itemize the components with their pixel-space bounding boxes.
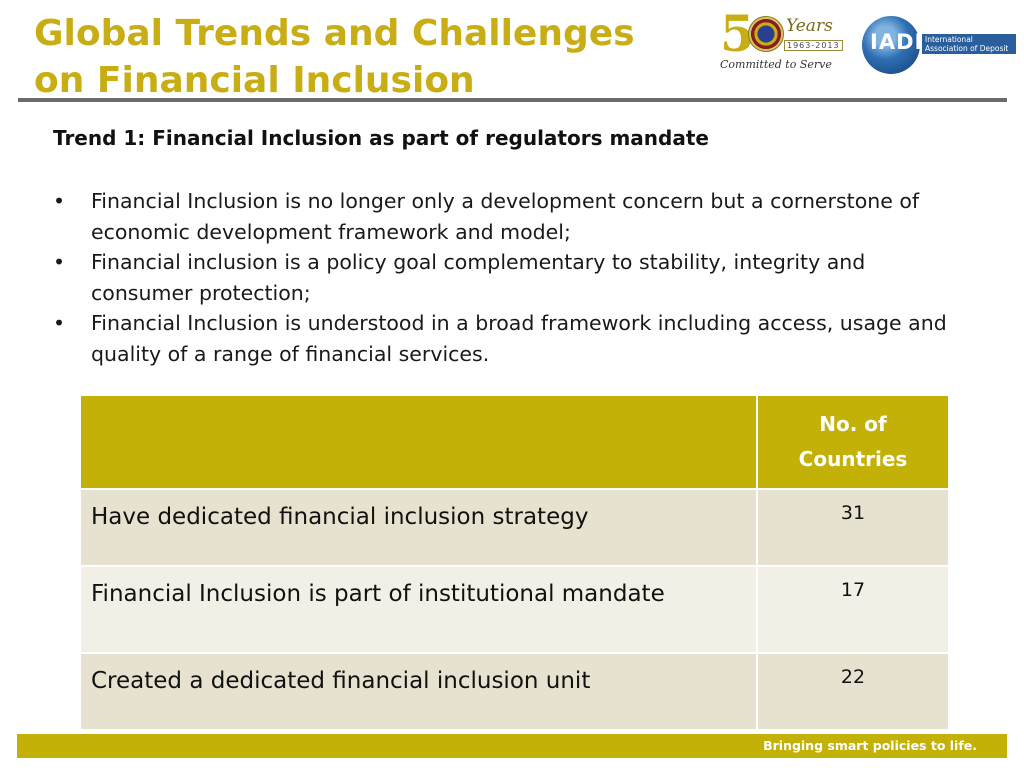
table-row: Created a dedicated financial inclusion … [79,652,950,731]
iadi-logo: IADI International Association of Deposi… [860,16,1016,74]
header-blank-cell [79,394,758,490]
anniversary-years: Years [786,16,833,36]
row-count: 17 [756,565,950,654]
header-count-cell: No. of Countries [756,394,950,490]
title-line-1: Global Trends and Challenges [34,13,635,54]
bullet-item: • Financial Inclusion is understood in a… [53,308,953,369]
bullet-text: Financial Inclusion is understood in a b… [91,311,947,366]
slide-title: Global Trends and Challenges on Financia… [34,10,674,104]
row-label: Created a dedicated financial inclusion … [79,652,758,731]
row-label: Financial Inclusion is part of instituti… [79,565,758,654]
row-count: 31 [756,488,950,567]
bullet-marker: • [53,311,66,335]
footer-tagline: Bringing smart policies to life. [763,738,977,753]
anniversary-range: 1963-2013 [784,40,843,51]
row-label: Have dedicated financial inclusion strat… [79,488,758,567]
row-count: 22 [756,652,950,731]
seal-icon [748,16,784,52]
anniversary-logo: 5 Years 1963-2013 Committed to Serve [718,4,844,74]
table-header-row: No. of Countries [79,394,950,490]
countries-table: No. of Countries Have dedicated financia… [79,394,950,731]
bullet-list: • Financial Inclusion is no longer only … [53,186,953,369]
bullet-item: • Financial Inclusion is no longer only … [53,186,953,247]
iadi-full-name: International Association of Deposit Ins… [922,34,1016,62]
trend-heading: Trend 1: Financial Inclusion as part of … [53,126,709,150]
bullet-text: Financial inclusion is a policy goal com… [91,250,866,305]
header-count-line-1: No. of [819,412,887,436]
title-line-2: on Financial Inclusion [34,60,475,101]
bullet-item: • Financial inclusion is a policy goal c… [53,247,953,308]
anniversary-motto: Committed to Serve [720,58,832,71]
bullet-marker: • [53,189,66,213]
globe-icon [862,16,920,74]
footer-bar: Bringing smart policies to life. [17,734,1007,758]
bullet-marker: • [53,250,66,274]
title-divider [18,98,1007,102]
table-row: Have dedicated financial inclusion strat… [79,488,950,567]
header-count-line-2: Countries [798,447,908,471]
table-row: Financial Inclusion is part of instituti… [79,565,950,654]
bullet-text: Financial Inclusion is no longer only a … [91,189,920,244]
iadi-acronym: IADI [870,30,924,54]
